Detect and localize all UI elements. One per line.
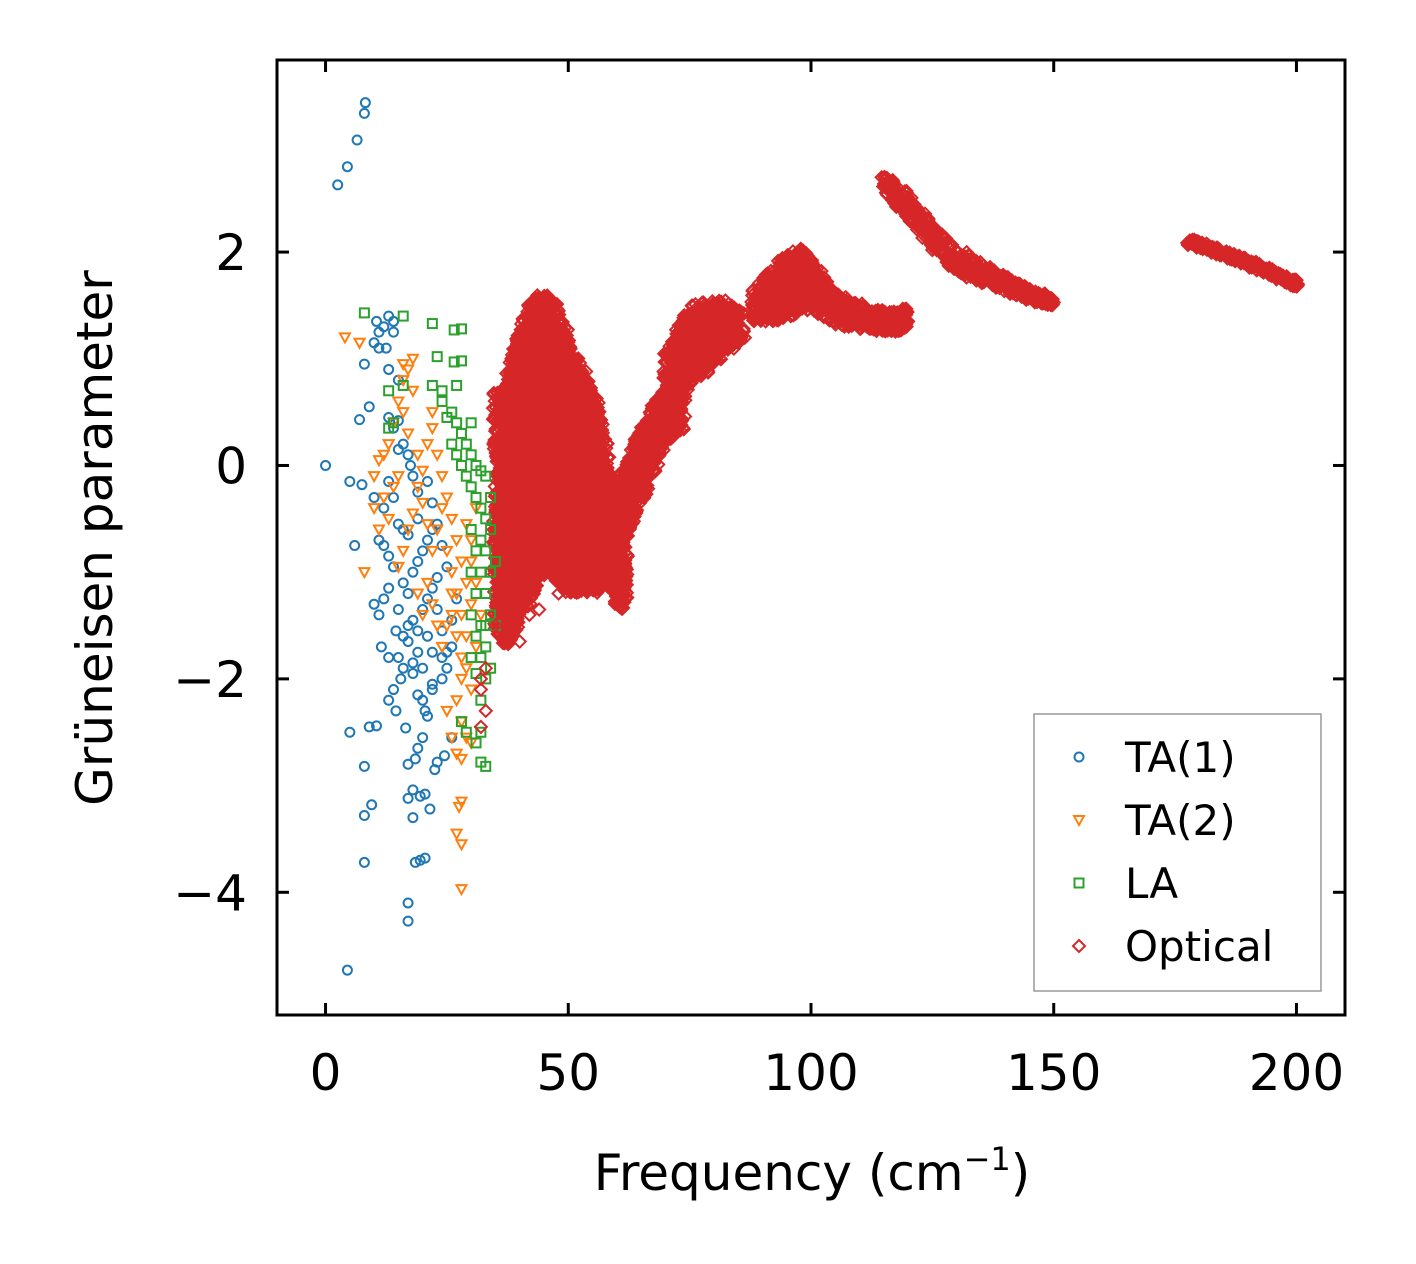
data-markers [320, 97, 1306, 976]
optical-band-marker [529, 578, 545, 594]
optical-band-marker [617, 560, 633, 576]
optical-band-marker [617, 583, 633, 599]
optical-band-marker [599, 469, 615, 485]
optical-band-marker [600, 436, 615, 452]
optical-band-marker [619, 590, 635, 605]
optical-band-marker [526, 581, 542, 597]
optical-band-marker [599, 456, 615, 471]
optical-band-marker [592, 415, 608, 431]
optical-band-marker [510, 614, 526, 630]
optical-band-marker [590, 400, 606, 415]
optical-band-marker [616, 569, 632, 585]
optical-band-marker [617, 576, 633, 592]
optical-band-marker [603, 555, 619, 571]
optical-band-marker [577, 372, 593, 388]
optical-band-marker [601, 449, 617, 465]
optical-band-marker [560, 334, 576, 350]
optical-band-marker [619, 547, 635, 563]
